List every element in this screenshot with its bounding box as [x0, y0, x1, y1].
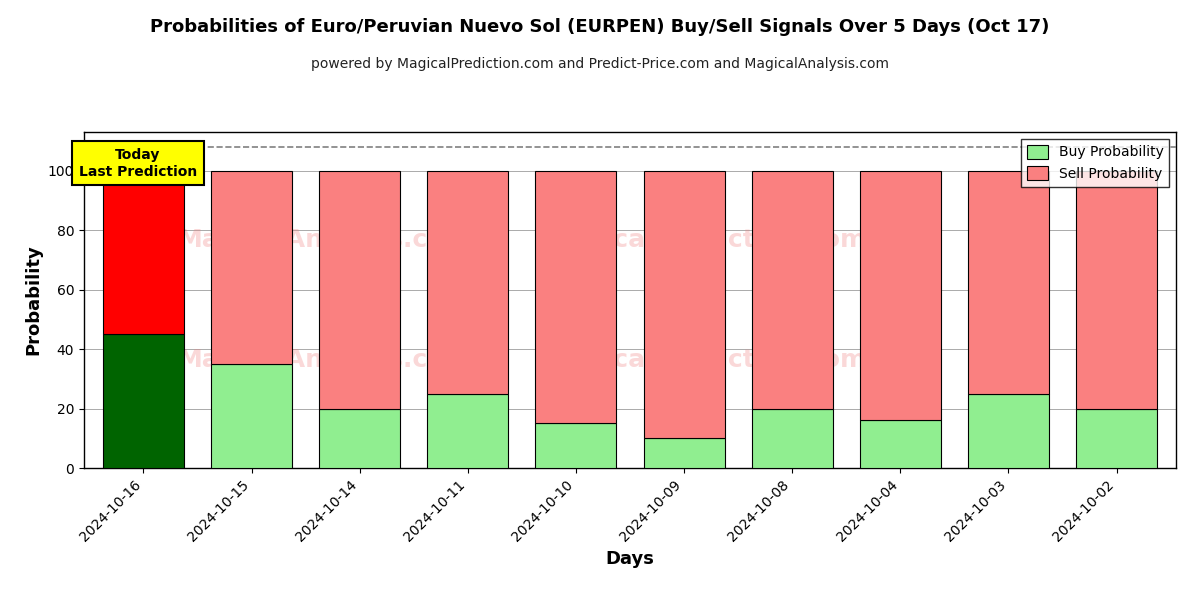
Text: MagicalAnalysis.com: MagicalAnalysis.com [178, 349, 472, 373]
Bar [427, 394, 509, 468]
Bar [751, 409, 833, 468]
Text: MagicalPrediction.com: MagicalPrediction.com [546, 349, 868, 373]
Bar [103, 334, 184, 468]
Bar [1076, 170, 1157, 409]
Text: Today
Last Prediction: Today Last Prediction [79, 148, 197, 179]
Bar [1076, 409, 1157, 468]
Bar [643, 170, 725, 438]
Bar [319, 409, 401, 468]
Bar [535, 424, 617, 468]
Bar [859, 421, 941, 468]
Text: powered by MagicalPrediction.com and Predict-Price.com and MagicalAnalysis.com: powered by MagicalPrediction.com and Pre… [311, 57, 889, 71]
Text: MagicalPrediction.com: MagicalPrediction.com [546, 227, 868, 251]
Bar [535, 170, 617, 424]
Bar [859, 170, 941, 421]
Bar [211, 364, 292, 468]
Bar [643, 438, 725, 468]
Bar [751, 170, 833, 409]
Legend: Buy Probability, Sell Probability: Buy Probability, Sell Probability [1021, 139, 1169, 187]
X-axis label: Days: Days [606, 550, 654, 568]
Text: Probabilities of Euro/Peruvian Nuevo Sol (EURPEN) Buy/Sell Signals Over 5 Days (: Probabilities of Euro/Peruvian Nuevo Sol… [150, 18, 1050, 36]
Bar [968, 170, 1049, 394]
Bar [103, 170, 184, 334]
Bar [968, 394, 1049, 468]
Bar [211, 170, 292, 364]
Bar [427, 170, 509, 394]
Text: MagicalAnalysis.com: MagicalAnalysis.com [178, 227, 472, 251]
Y-axis label: Probability: Probability [24, 245, 42, 355]
Bar [319, 170, 401, 409]
